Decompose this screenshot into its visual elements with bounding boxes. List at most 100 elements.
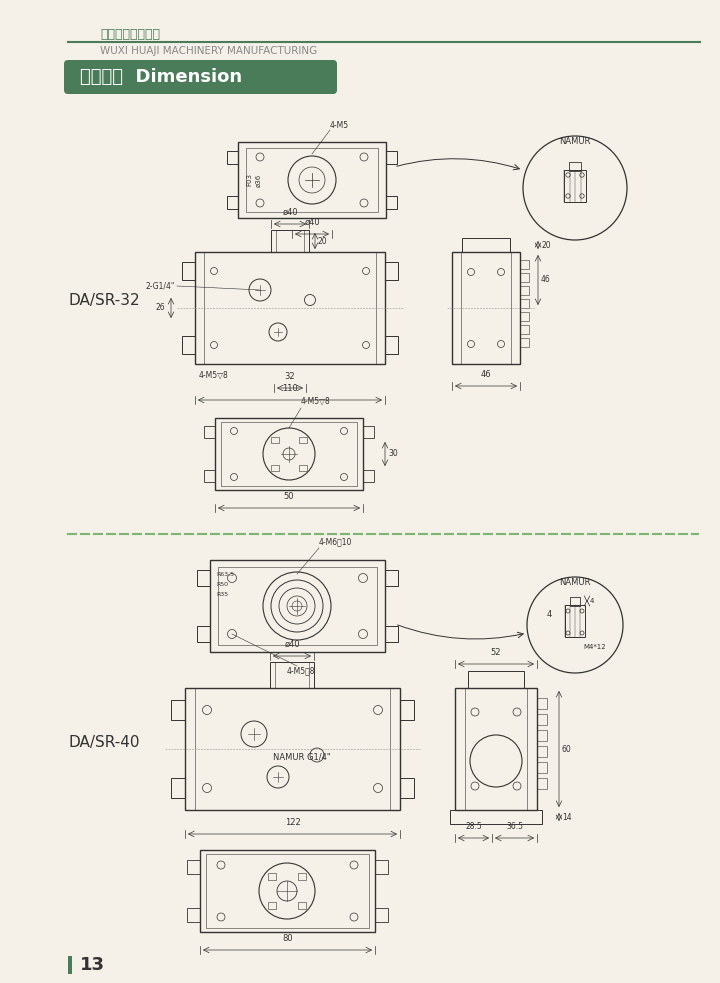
- Text: 14: 14: [562, 813, 572, 822]
- Text: 52: 52: [491, 648, 501, 657]
- Text: R63.5: R63.5: [216, 571, 234, 576]
- Text: ø36: ø36: [256, 173, 262, 187]
- Bar: [570, 597, 580, 606]
- Bar: [187, 860, 200, 874]
- Bar: [537, 730, 547, 741]
- Text: 122: 122: [284, 818, 300, 827]
- Bar: [171, 778, 185, 798]
- Text: 4-M5深8: 4-M5深8: [287, 666, 315, 675]
- Bar: [185, 688, 400, 810]
- Bar: [195, 252, 385, 364]
- Bar: [206, 854, 369, 928]
- Bar: [215, 418, 363, 490]
- Bar: [468, 671, 524, 688]
- Bar: [182, 336, 195, 354]
- Bar: [221, 422, 357, 486]
- Bar: [386, 151, 397, 164]
- Text: 4-M5▽8: 4-M5▽8: [301, 397, 330, 406]
- Bar: [298, 873, 306, 880]
- Bar: [271, 436, 279, 443]
- Bar: [455, 688, 537, 810]
- Bar: [400, 700, 414, 720]
- Bar: [238, 142, 386, 218]
- Bar: [204, 426, 215, 438]
- Text: 26: 26: [155, 304, 165, 313]
- Text: DA/SR-40: DA/SR-40: [68, 734, 140, 749]
- Text: WUXI HUAJI MACHINERY MANUFACTURING: WUXI HUAJI MACHINERY MANUFACTURING: [100, 46, 318, 56]
- Text: 20: 20: [318, 237, 328, 246]
- Bar: [385, 336, 398, 354]
- Bar: [227, 151, 238, 164]
- Bar: [187, 908, 200, 922]
- Text: 60: 60: [562, 744, 572, 754]
- Text: 外形尺寸  Dimension: 外形尺寸 Dimension: [80, 68, 242, 86]
- Text: 80: 80: [282, 934, 293, 943]
- Text: 46: 46: [481, 370, 491, 379]
- Bar: [537, 714, 547, 725]
- Bar: [271, 230, 309, 252]
- Bar: [197, 570, 210, 586]
- Bar: [271, 465, 279, 471]
- Text: 4: 4: [547, 610, 552, 619]
- Bar: [171, 700, 185, 720]
- Bar: [299, 465, 307, 471]
- Text: R50: R50: [216, 582, 228, 587]
- Text: R35: R35: [216, 592, 228, 597]
- Text: 32: 32: [284, 372, 295, 381]
- Text: 4-M5: 4-M5: [330, 121, 349, 130]
- Bar: [386, 196, 397, 209]
- Bar: [197, 626, 210, 642]
- Bar: [520, 312, 529, 321]
- Text: ø40: ø40: [304, 218, 320, 227]
- Text: 50: 50: [284, 492, 294, 501]
- Bar: [268, 873, 276, 880]
- Text: 20: 20: [541, 241, 551, 250]
- Bar: [385, 262, 398, 280]
- Bar: [182, 262, 195, 280]
- Bar: [298, 902, 306, 909]
- Text: 28.5: 28.5: [465, 822, 482, 831]
- Bar: [385, 626, 398, 642]
- Text: 4-M5▽8: 4-M5▽8: [199, 371, 229, 380]
- Bar: [200, 850, 375, 932]
- Bar: [520, 286, 529, 295]
- Bar: [268, 902, 276, 909]
- Bar: [565, 605, 585, 637]
- Bar: [270, 662, 314, 688]
- Bar: [520, 273, 529, 282]
- Bar: [204, 470, 215, 482]
- Text: NAMUR: NAMUR: [559, 578, 590, 587]
- Bar: [520, 325, 529, 334]
- Bar: [537, 698, 547, 709]
- Text: 110: 110: [282, 384, 298, 393]
- Text: DA/SR-32: DA/SR-32: [68, 293, 140, 308]
- Text: 30: 30: [388, 449, 397, 458]
- Bar: [363, 426, 374, 438]
- Bar: [363, 470, 374, 482]
- Text: 4-M6深10: 4-M6深10: [319, 537, 352, 546]
- Text: 46: 46: [541, 275, 551, 284]
- Bar: [400, 778, 414, 798]
- Bar: [520, 299, 529, 308]
- Bar: [520, 338, 529, 347]
- Bar: [68, 956, 72, 974]
- Bar: [218, 567, 377, 645]
- Text: ø40: ø40: [284, 640, 300, 649]
- Bar: [227, 196, 238, 209]
- Text: F03: F03: [246, 174, 252, 187]
- Bar: [537, 746, 547, 757]
- Bar: [375, 908, 388, 922]
- Bar: [299, 436, 307, 443]
- Text: 4: 4: [590, 598, 595, 604]
- FancyBboxPatch shape: [64, 60, 337, 94]
- Text: 36.5: 36.5: [506, 822, 523, 831]
- Bar: [520, 260, 529, 269]
- Bar: [375, 860, 388, 874]
- Text: NAMUR: NAMUR: [559, 137, 590, 146]
- Text: NAMUR G1/4": NAMUR G1/4": [273, 752, 330, 761]
- Bar: [564, 170, 586, 202]
- Bar: [452, 252, 520, 364]
- Bar: [537, 778, 547, 789]
- Bar: [246, 148, 378, 212]
- Bar: [385, 570, 398, 586]
